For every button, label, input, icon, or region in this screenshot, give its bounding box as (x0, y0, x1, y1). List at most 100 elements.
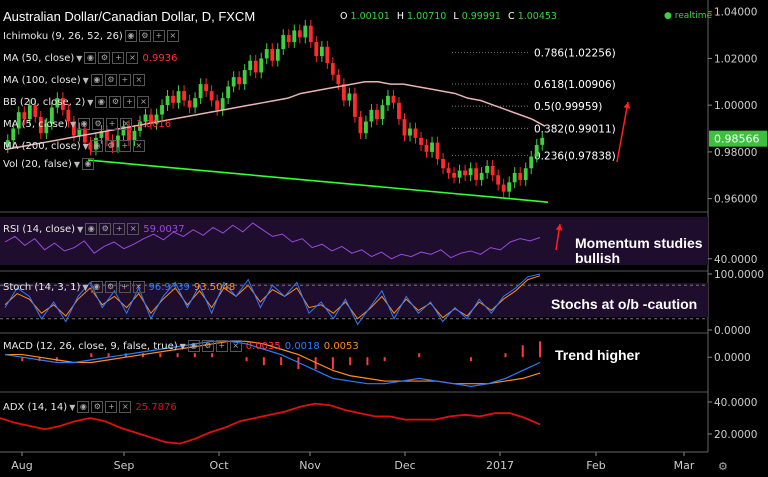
add-icon[interactable]: + (118, 74, 131, 86)
add-icon[interactable]: + (112, 52, 125, 64)
dropdown-icon[interactable]: ▼ (69, 403, 76, 412)
candle-body (518, 172, 523, 180)
adx-label: ADX (14, 14) (3, 402, 68, 413)
add-icon[interactable]: + (118, 140, 131, 152)
candle-body (286, 35, 291, 43)
add-icon[interactable]: + (113, 223, 126, 235)
candle-body (375, 109, 379, 120)
close-icon[interactable]: × (229, 340, 242, 352)
dropdown-icon[interactable]: ▼ (82, 76, 89, 85)
candle-body (297, 30, 302, 38)
arrow-rsi-head (555, 224, 563, 231)
add-icon[interactable]: + (105, 401, 118, 413)
close-icon[interactable]: × (120, 118, 133, 130)
eye-icon[interactable]: ◉ (187, 340, 200, 352)
eye-icon[interactable]: ◉ (78, 118, 91, 130)
indicator-vol[interactable]: Vol (20, false) ▼ ◉ (3, 158, 94, 171)
candle-body (220, 98, 225, 110)
candle-body (435, 142, 440, 159)
candle-body (110, 140, 115, 148)
close-icon[interactable]: × (137, 96, 150, 108)
settings-icon[interactable]: ⚙ (138, 30, 151, 42)
dropdown-icon[interactable]: ▼ (82, 142, 89, 151)
eye-icon[interactable]: ◉ (90, 281, 103, 293)
pane-macd-legend[interactable]: MACD (12, 26, close, 9, false, true) ▼ ◉ ⚙ +… (3, 340, 359, 353)
time-tick-label: Mar (674, 459, 695, 472)
settings-icon[interactable]: ⚙ (201, 340, 214, 352)
candle-body (352, 93, 357, 117)
price-tag-label: 0.98566 (714, 133, 760, 146)
ohlc-c-label: C (508, 11, 515, 22)
candle-body (419, 137, 423, 145)
add-icon[interactable]: + (118, 281, 131, 293)
indicator-bb[interactable]: BB (20, close, 2) ▼ ◉ ⚙ + × (3, 96, 150, 109)
dropdown-icon[interactable]: ▼ (77, 225, 84, 234)
candle-body (237, 77, 242, 85)
rsi-tick-label: 40.0000 (714, 254, 757, 266)
dropdown-icon[interactable]: ▼ (179, 342, 186, 351)
add-icon[interactable]: + (123, 96, 136, 108)
candle-body (523, 168, 528, 180)
settings-icon[interactable]: ⚙ (104, 281, 117, 293)
time-tick-label: Sep (114, 459, 135, 472)
indicator-ma100[interactable]: MA (100, close) ▼ ◉ ⚙ + × (3, 74, 145, 87)
candle-body (369, 109, 374, 122)
eye-icon[interactable]: ◉ (124, 30, 137, 42)
candle-body (380, 105, 385, 120)
eye-icon[interactable]: ◉ (77, 401, 90, 413)
candle-body (165, 95, 170, 106)
candle-body (319, 46, 324, 57)
eye-icon[interactable]: ◉ (81, 158, 94, 170)
dropdown-icon[interactable]: ▼ (69, 120, 77, 129)
add-icon[interactable]: + (106, 118, 119, 130)
dropdown-icon[interactable]: ▼ (87, 98, 94, 107)
close-icon[interactable]: × (132, 140, 145, 152)
candle-body (60, 98, 65, 110)
stoch-d-value: 93.5048 (193, 282, 236, 293)
time-tick-label: Feb (586, 459, 605, 472)
indicator-ma50[interactable]: MA (50, close) ▼ ◉ ⚙ + × 0.9936 (3, 52, 177, 65)
annotation-macd: Trend higher (555, 347, 640, 363)
close-icon[interactable]: × (127, 223, 140, 235)
settings-icon[interactable]: ⚙ (92, 118, 105, 130)
dropdown-icon[interactable]: ▼ (82, 283, 89, 292)
eye-icon[interactable]: ◉ (84, 52, 97, 64)
candle-body (105, 130, 109, 141)
close-icon[interactable]: × (166, 30, 179, 42)
candle-body (507, 182, 512, 192)
close-icon[interactable]: × (132, 74, 145, 86)
settings-icon[interactable]: ⚙ (91, 401, 104, 413)
macd-tick-label: 0.0000 (714, 352, 751, 364)
stoch-tick-label: 100.0000 (714, 269, 764, 281)
candle-body (463, 170, 468, 176)
dropdown-icon[interactable]: ▼ (76, 54, 83, 63)
close-icon[interactable]: × (132, 281, 145, 293)
settings-icon[interactable]: ⚙ (104, 74, 117, 86)
eye-icon[interactable]: ◉ (85, 223, 98, 235)
eye-icon[interactable]: ◉ (90, 74, 103, 86)
pane-rsi-legend[interactable]: RSI (14, close) ▼ ◉ ⚙ + × 59.0037 (3, 223, 185, 236)
add-icon[interactable]: + (152, 30, 165, 42)
indicator-ma200[interactable]: MA (200, close) ▼ ◉ ⚙ + × (3, 140, 145, 153)
close-icon[interactable]: × (126, 52, 139, 64)
candle-body (22, 112, 27, 120)
pane-stoch-legend[interactable]: Stoch (14, 3, 1) ▼ ◉ ⚙ + × 96.9339 93.5048 (3, 281, 235, 294)
close-icon[interactable]: × (119, 401, 132, 413)
dropdown-icon[interactable]: ▼ (73, 160, 80, 169)
macd-line (4, 340, 541, 387)
candle-body (259, 58, 264, 73)
indicator-ichimoku[interactable]: Ichimoku (9, 26, 52, 26) ◉ ⚙ + × (3, 30, 179, 43)
eye-icon[interactable]: ◉ (90, 140, 103, 152)
indicator-ma5[interactable]: MA (5, close) ▼ ◉ ⚙ + × 1.0016 (3, 118, 171, 131)
candle-body (66, 109, 71, 122)
pane-adx-legend[interactable]: ADX (14, 14) ▼ ◉ ⚙ + × 25.7876 (3, 401, 177, 414)
settings-icon[interactable]: ⚙ (109, 96, 122, 108)
candle-body (292, 30, 297, 43)
stoch-tick-label: 0.0000 (714, 325, 751, 337)
settings-icon[interactable]: ⚙ (98, 52, 111, 64)
add-icon[interactable]: + (215, 340, 228, 352)
eye-icon[interactable]: ◉ (95, 96, 108, 108)
settings-icon[interactable]: ⚙ (99, 223, 112, 235)
candle-body (44, 123, 49, 134)
settings-icon[interactable]: ⚙ (104, 140, 117, 152)
